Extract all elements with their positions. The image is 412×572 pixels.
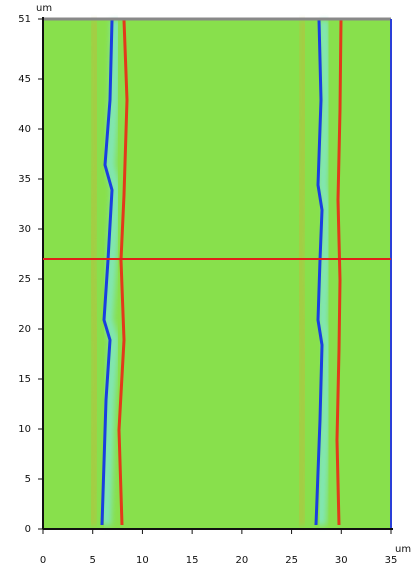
y-tick-label: 30	[18, 224, 31, 235]
x-tick-label: 0	[40, 555, 46, 566]
y-tick-label: 5	[25, 474, 31, 485]
x-unit: um	[395, 544, 411, 555]
y-tick-label: 35	[18, 174, 31, 185]
y-tick-label: 51	[18, 14, 31, 25]
x-tick-label: 20	[235, 555, 248, 566]
y-tick-label: 45	[18, 74, 31, 85]
x-tick-label: 15	[186, 555, 199, 566]
y-tick-label: 0	[25, 524, 31, 535]
y-unit: um	[36, 3, 52, 14]
x-tick-label: 25	[285, 555, 298, 566]
x-tick-label: 10	[136, 555, 149, 566]
x-tick-label: 30	[335, 555, 348, 566]
y-tick-label: 20	[18, 324, 31, 335]
y-tick-label: 25	[18, 274, 31, 285]
plot-area	[43, 19, 391, 529]
x-tick-label: 5	[90, 555, 96, 566]
x-tick-label: 35	[385, 555, 398, 566]
y-tick-label: 15	[18, 374, 31, 385]
y-tick-label: 40	[18, 124, 31, 135]
y-tick-label: 10	[18, 424, 31, 435]
